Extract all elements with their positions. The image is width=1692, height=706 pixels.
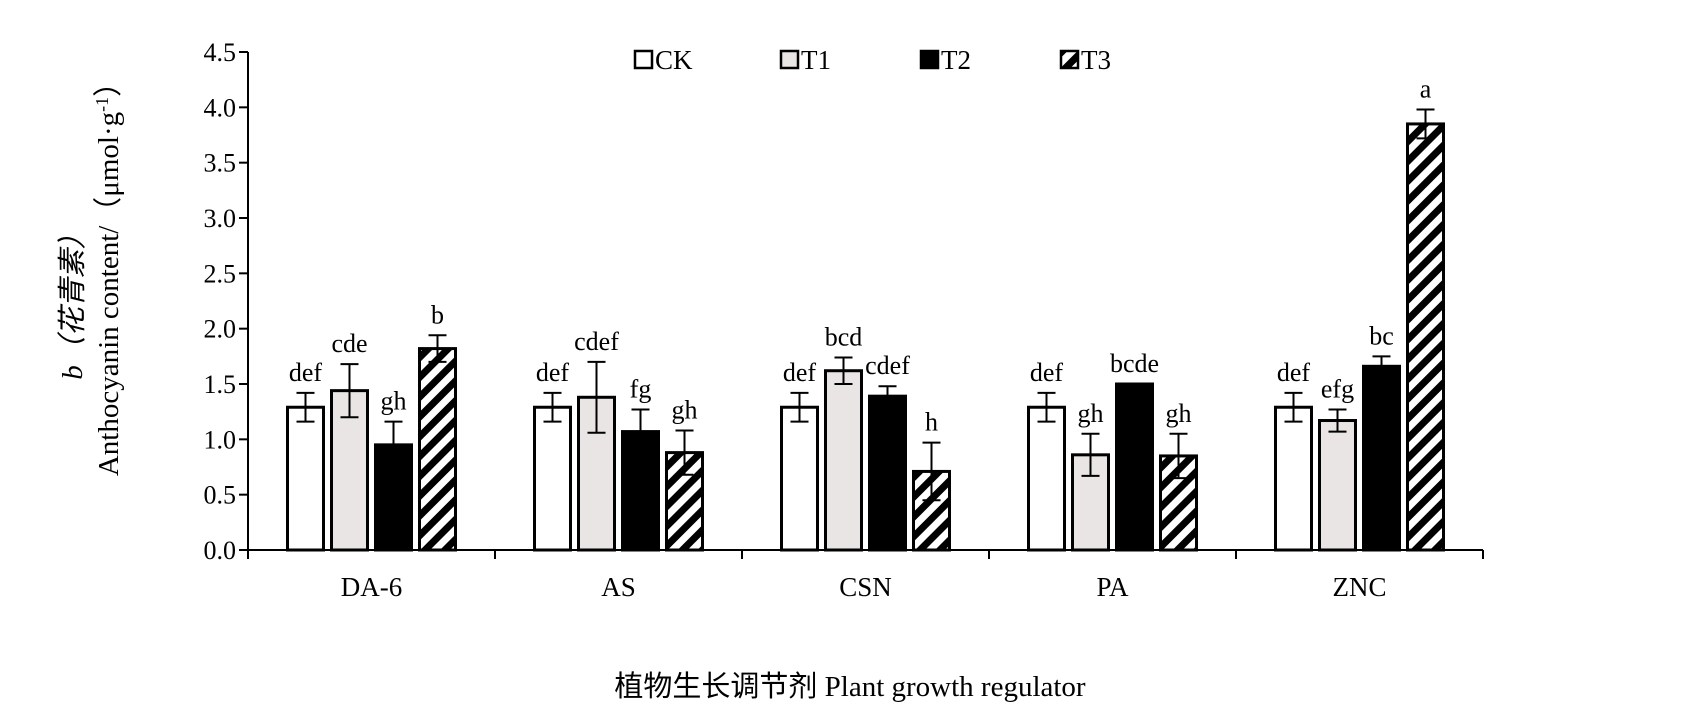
category-label-group: DA-6 AS CSN PA ZNC	[341, 572, 1387, 602]
significance-label: b	[431, 300, 444, 329]
legend-swatch-ck	[633, 49, 654, 70]
bar-group	[286, 122, 1445, 552]
y-tick-label: 2.0	[204, 315, 237, 344]
y-tick-label: 4.0	[204, 93, 237, 122]
x-axis-title: 植物生长调节剂 Plant growth regulator	[614, 670, 1086, 703]
bar-t2-csn	[868, 394, 907, 552]
y-tick-group: 0.0 0.5 1.0 1.5 2.0 2.5 3.0 3.5 4.0 4.5	[204, 38, 248, 565]
y-axis-title-close: ）	[93, 68, 125, 97]
significance-label: cdef	[865, 351, 910, 380]
y-axis-title-line2-text: Anthocyanin content/（μmol·g	[93, 112, 125, 476]
y-axis-title: b（花青素） Anthocyanin content/（μmol·g-1）	[57, 68, 125, 476]
bar-t1-csn	[824, 369, 863, 552]
y-tick-label: 1.0	[204, 425, 237, 454]
significance-label: fg	[630, 374, 652, 403]
significance-label: h	[925, 408, 938, 437]
y-axis-title-line1: b（花青素）	[57, 220, 89, 380]
x-category-label: ZNC	[1333, 572, 1387, 602]
significance-label-group: defcdeghbdefcdeffgghdefbcdcdefhdefghbcde…	[289, 75, 1432, 437]
legend-label-t2: T2	[941, 45, 971, 75]
x-category-label: PA	[1096, 572, 1129, 602]
bar-ck-znc	[1274, 405, 1313, 552]
significance-label: def	[783, 358, 817, 387]
significance-label: def	[1030, 358, 1064, 387]
bar-ck-as	[533, 405, 572, 552]
y-axis-title-line2: Anthocyanin content/（μmol·g-1）	[92, 68, 125, 476]
y-axis-title-line1-text: b（花青素）	[57, 220, 89, 380]
y-axis-title-superscript: -1	[92, 97, 112, 112]
significance-label: def	[289, 358, 323, 387]
bar-ck-da-6	[286, 405, 325, 552]
x-category-label: DA-6	[341, 572, 403, 602]
y-tick-label: 3.0	[204, 204, 237, 233]
significance-label: gh	[1166, 399, 1192, 428]
bar-t3-znc	[1406, 122, 1445, 552]
legend-swatch-t1	[779, 49, 800, 70]
significance-label: cde	[331, 329, 367, 358]
significance-label: bc	[1369, 321, 1394, 350]
legend: CK T1 T2 T3	[633, 45, 1111, 75]
significance-label: cdef	[574, 327, 619, 356]
significance-label: bcd	[825, 322, 863, 351]
y-tick-label: 0.5	[204, 481, 237, 510]
y-tick-label: 0.0	[204, 536, 237, 565]
legend-swatch-t2	[919, 49, 940, 70]
x-category-label: CSN	[839, 572, 892, 602]
bar-ck-csn	[780, 405, 819, 552]
y-tick-label: 3.5	[204, 149, 237, 178]
legend-label-t3: T3	[1081, 45, 1111, 75]
significance-label: gh	[1078, 399, 1104, 428]
significance-label: bcde	[1110, 349, 1159, 378]
legend-label-ck: CK	[655, 45, 693, 75]
significance-label: a	[1420, 75, 1432, 104]
x-category-label: AS	[601, 572, 636, 602]
legend-label-t1: T1	[801, 45, 831, 75]
error-bar-group	[296, 108, 1435, 502]
y-tick-label: 2.5	[204, 259, 237, 288]
significance-label: def	[1277, 358, 1311, 387]
significance-label: gh	[672, 395, 698, 424]
significance-label: gh	[381, 387, 407, 416]
bar-ck-pa	[1027, 405, 1066, 552]
bar-t2-pa	[1115, 382, 1154, 552]
legend-swatch-t3	[1059, 49, 1080, 70]
bar-t3-da-6	[418, 347, 457, 552]
significance-label: efg	[1321, 374, 1354, 403]
y-tick-label: 4.5	[204, 38, 237, 67]
bar-t2-znc	[1362, 364, 1401, 552]
significance-label: def	[536, 358, 570, 387]
y-tick-label: 1.5	[204, 370, 237, 399]
bar-t1-znc	[1318, 419, 1357, 552]
